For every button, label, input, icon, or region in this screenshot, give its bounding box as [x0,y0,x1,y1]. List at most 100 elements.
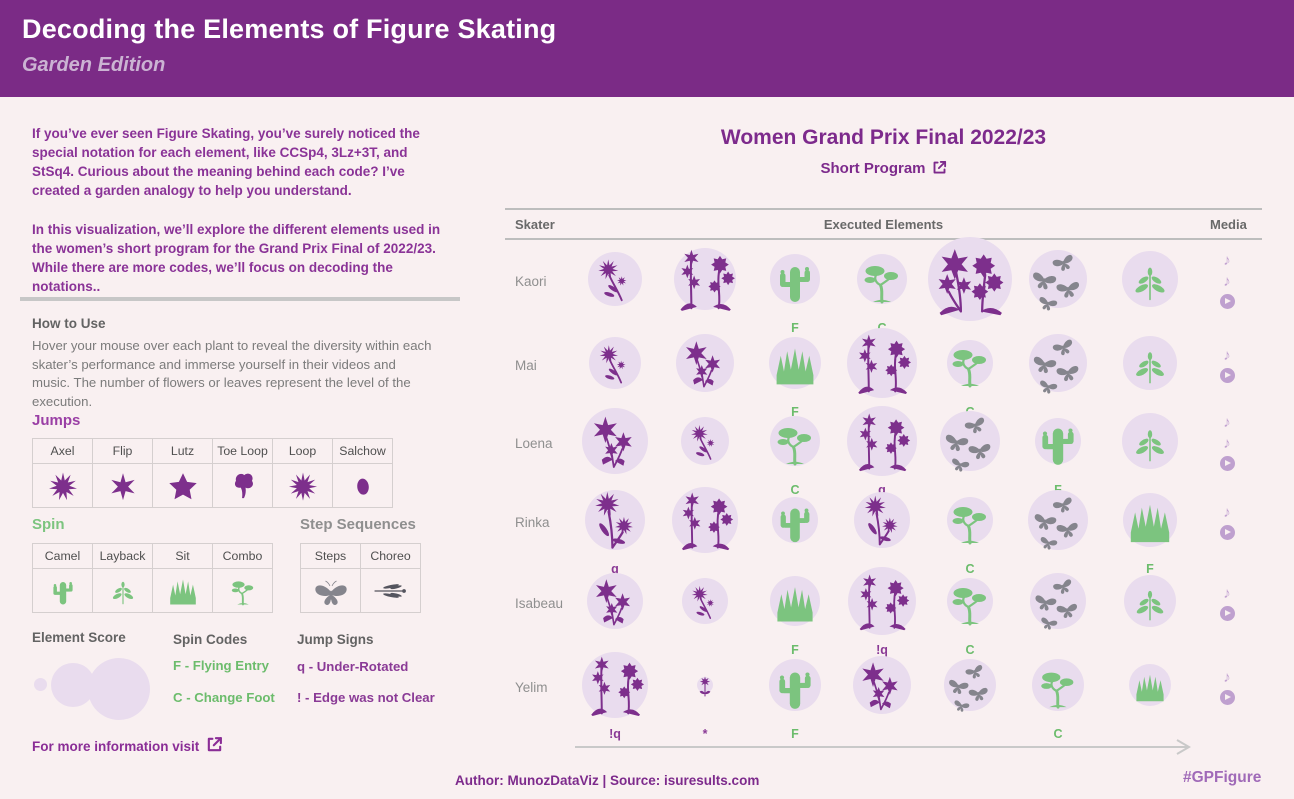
music-note-icon[interactable]: ♪ [1223,413,1231,431]
element-cell-flower-spray[interactable] [567,319,663,431]
element-cell-butterflies[interactable] [1010,319,1106,431]
element-cell-flower-duo[interactable] [834,476,930,588]
element-cell-star-flowers[interactable] [834,641,930,753]
jumps-legend-title: Jumps [32,412,81,429]
element-cell-sprout[interactable] [1102,397,1198,509]
skater-name: Mai [515,358,537,373]
element-cell-butterflies[interactable] [1010,235,1106,347]
music-note-icon[interactable]: ♪ [1223,251,1231,269]
element-cell-tall-flowers[interactable] [657,235,753,347]
music-note-icon[interactable]: ♪ [1223,272,1231,290]
skater-name: Kaori [515,274,547,289]
element-cell-flower-spray[interactable] [657,397,753,509]
page-title: Decoding the Elements of Figure Skating [22,14,557,44]
element-cell-butterflies[interactable] [922,641,1018,753]
bonsai-icon [952,507,986,545]
element-cell-bonsai[interactable]: C [922,557,1018,669]
external-link-icon[interactable] [206,736,223,756]
element-cell-sprout[interactable] [1102,557,1198,669]
element-cell-cactus[interactable]: F [747,235,843,347]
element-cell-bonsai[interactable]: C [922,476,1018,588]
bonsai-icon [952,588,986,626]
grass-icon [1130,504,1170,543]
element-code: * [702,727,708,741]
legend-cell-combo: Combo [213,544,272,612]
score-circle-large [88,658,150,720]
bonsai-icon [231,580,253,605]
element-cell-tall-flowers[interactable] [834,319,930,431]
flower-spray-icon [691,585,715,619]
play-button-icon[interactable] [1219,368,1235,384]
element-score-title: Element Score [32,630,126,645]
intro-paragraph-2: In this visualization, we’ll explore the… [32,221,441,295]
element-cell-small-flower[interactable]: * [657,641,753,753]
cactus-icon [52,581,73,604]
bonsai-icon [777,428,811,466]
sprout-icon [112,581,133,604]
element-cell-tall-flowers[interactable]: !q [834,557,930,669]
element-cell-grass[interactable]: F [747,557,843,669]
cactus-icon [1042,428,1074,465]
element-cell-bonsai[interactable]: C [747,397,843,509]
element-cell-tall-flowers[interactable] [657,476,753,588]
music-note-icon[interactable]: ♪ [1223,434,1231,452]
element-cell-sprout[interactable] [1102,235,1198,347]
element-cell-cactus[interactable]: F [747,641,843,753]
element-cell-star-flowers[interactable] [567,397,663,509]
author-credit: Author: MunozDataViz | Source: isuresult… [455,773,760,788]
element-cell-flower-duo[interactable]: q [567,476,663,588]
element-cell-grass[interactable]: F [1102,476,1198,588]
element-code: !q [609,727,621,741]
play-button-icon[interactable] [1219,455,1235,471]
butterfly-icon [314,580,347,605]
tall-flowers-icon [680,249,735,311]
tulip-icon [234,473,253,498]
element-cell-butterflies[interactable] [922,397,1018,509]
flower-spray-icon [691,425,715,460]
element-cell-flower-spray[interactable] [657,557,753,669]
legend-cell-camel: Camel [33,544,93,612]
music-note-icon[interactable]: ♪ [1223,347,1231,364]
tall-flowers-icon [858,334,912,395]
page-header: Decoding the Elements of Figure Skating … [0,0,1294,97]
element-cell-star-flowers[interactable] [657,319,753,431]
element-cell-grass[interactable] [1102,641,1198,753]
sprout-icon [1136,430,1164,462]
butterflies-icon [1035,579,1077,630]
element-cell-grass[interactable]: F [747,319,843,431]
element-cell-sprout[interactable] [1102,319,1198,431]
element-cell-butterflies[interactable] [1010,557,1106,669]
bonsai-icon [1041,672,1074,709]
external-link-icon[interactable] [932,160,947,179]
tall-flowers-icon [591,656,645,717]
element-code: F [791,321,799,335]
butterflies-icon [1033,339,1079,394]
music-note-icon[interactable]: ♪ [1223,585,1231,602]
legend-cell-axel: Axel [33,439,93,507]
play-button-icon[interactable] [1219,525,1235,541]
chart-area: Women Grand Prix Final 2022/23 Short Pro… [505,110,1285,770]
element-cell-bonsai[interactable]: C [1010,641,1106,753]
score-circle-small [34,678,47,691]
element-cell-flower-spray[interactable] [567,235,663,347]
element-cell-tall-flowers[interactable]: q [834,397,930,509]
page-subtitle: Garden Edition [22,54,166,76]
bonsai-icon [864,266,898,304]
element-code: F [791,643,799,657]
bonsai-icon [952,350,986,388]
element-cell-tall-flowers[interactable]: !q [567,641,663,753]
play-button-icon[interactable] [1219,293,1235,309]
element-cell-butterflies[interactable] [1010,476,1106,588]
more-info-link[interactable]: For more information visit [32,736,223,756]
play-button-icon[interactable] [1219,690,1235,706]
element-cell-star-flowers[interactable] [567,557,663,669]
music-note-icon[interactable]: ♪ [1223,504,1231,521]
intro-text: If you’ve ever seen Figure Skating, you’… [32,124,450,315]
skater-name: Rinka [515,515,550,530]
music-note-icon[interactable]: ♪ [1223,669,1231,686]
score-circle [676,334,734,392]
element-cell-flower-cluster[interactable] [922,235,1018,347]
how-to-use-title: How to Use [32,316,106,331]
play-button-icon[interactable] [1219,606,1235,622]
element-cell-cactus[interactable] [747,476,843,588]
